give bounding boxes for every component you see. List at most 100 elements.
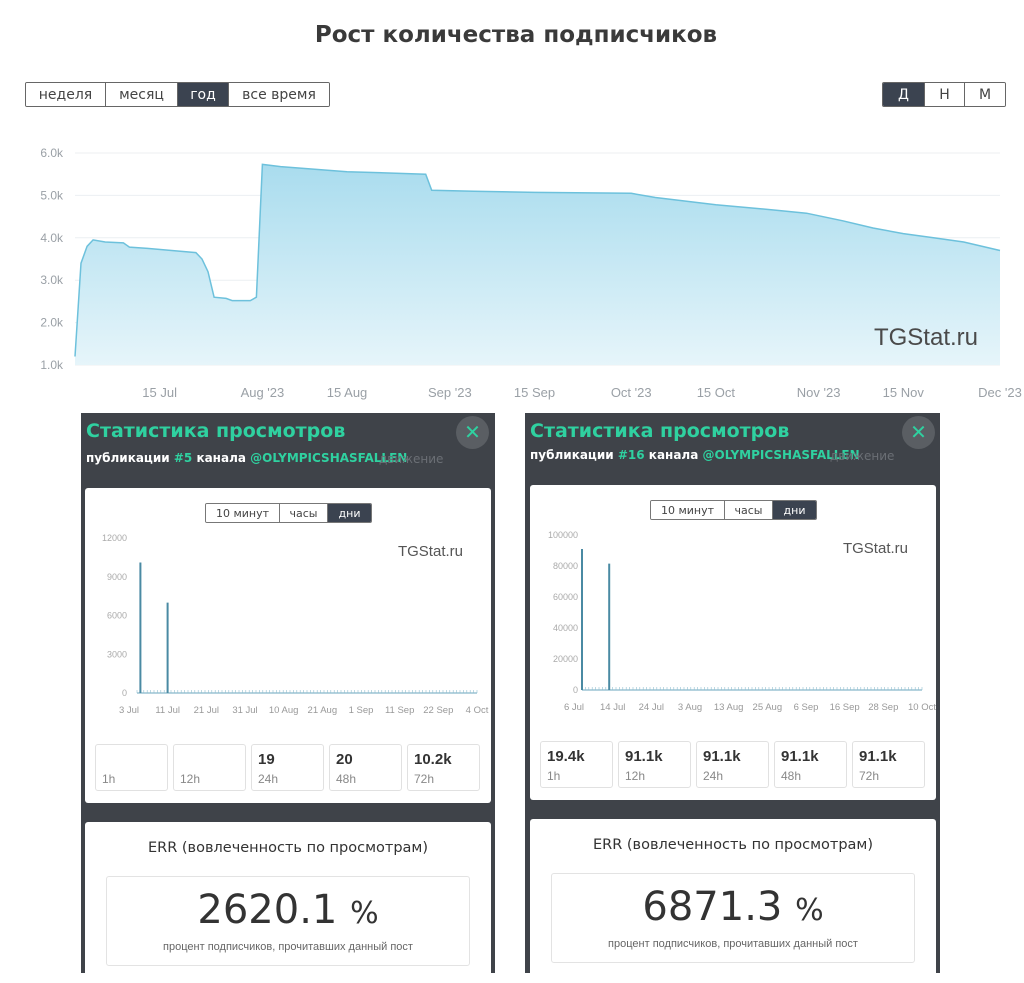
views-stats-panel-right: Статистика просмотров публикации #16 кан… xyxy=(525,413,940,973)
y-tick-label: 3.0k xyxy=(40,273,64,287)
x-tick-label: 11 Jul xyxy=(155,705,180,716)
err-title: ERR (вовлеченность по просмотрам) xyxy=(147,840,429,856)
granularity-week-button[interactable]: Н xyxy=(925,83,965,106)
x-tick-label: 25 Aug xyxy=(753,702,783,713)
x-tick-label: 15 Oct xyxy=(697,385,736,400)
x-tick-label: 31 Jul xyxy=(232,705,257,716)
y-tick-label: 9000 xyxy=(107,572,127,582)
views-cell-24h: 19 24h xyxy=(251,744,324,791)
x-tick-label: Sep '23 xyxy=(428,385,472,400)
cell-label: 72h xyxy=(414,772,435,786)
panel-title: Статистика просмотров xyxy=(530,420,790,442)
granularity-day-button[interactable]: Д xyxy=(883,83,925,106)
period-month-button[interactable]: месяц xyxy=(106,83,178,106)
x-tick-label: 6 Sep xyxy=(794,702,819,713)
err-title: ERR (вовлеченность по просмотрам) xyxy=(592,837,874,853)
tab-hours[interactable]: часы xyxy=(725,501,773,519)
close-icon: ✕ xyxy=(464,422,481,444)
views-cell-1h: 1h xyxy=(95,744,168,791)
err-value-line: 6871.3 % xyxy=(552,884,914,930)
y-tick-label: 3000 xyxy=(107,649,127,659)
err-box: 2620.1 % процент подписчиков, прочитавши… xyxy=(106,876,470,966)
x-tick-label: 1 Sep xyxy=(349,705,374,716)
views-cell-1h: 19.4k 1h xyxy=(540,741,613,788)
cell-label: 48h xyxy=(336,772,357,786)
err-card: ERR (вовлеченность по просмотрам) 2620.1… xyxy=(85,822,491,973)
y-tick-label: 5.0k xyxy=(40,188,64,202)
post-number[interactable]: #5 xyxy=(173,451,193,465)
err-card: ERR (вовлеченность по просмотрам) 6871.3… xyxy=(530,819,936,973)
subscriber-growth-chart: 6.0k 5.0k 4.0k 3.0k 2.0k 1.0k 15 Jul Aug '23 15 … xyxy=(40,146,1022,400)
y-tick-label: 20000 xyxy=(553,654,578,664)
cell-value: 91.1k xyxy=(625,748,663,765)
views-cell-12h: 12h xyxy=(173,744,246,791)
x-tick-label: 11 Sep xyxy=(385,705,414,716)
err-unit: % xyxy=(795,893,824,928)
x-tick-label: 15 Nov xyxy=(883,385,925,400)
channel-link[interactable]: @OLYMPICSHASFALLEN xyxy=(702,448,860,462)
x-tick-label: 24 Jul xyxy=(639,702,664,713)
page-title: Рост количества подписчиков xyxy=(314,22,718,48)
watermark: TGStat.ru xyxy=(398,543,463,560)
period-week-button[interactable]: неделя xyxy=(26,83,106,106)
subscriber-line xyxy=(74,163,1001,357)
channel-link[interactable]: @OLYMPICSHASFALLEN xyxy=(250,451,408,465)
panel-subtitle: публикации #16 канала @OLYMPICSHASFALLEN xyxy=(530,448,860,462)
y-tick-label: 6.0k xyxy=(40,146,64,160)
views-cell-12h: 91.1k 12h xyxy=(618,741,691,788)
views-summary: 19.4k 1h 91.1k 12h 91.1k 24h 91.1k 48h 91.1k… xyxy=(540,741,925,788)
x-tick-label: 15 Sep xyxy=(514,385,555,400)
x-tick-label: Dec '23 xyxy=(978,385,1022,400)
post-number[interactable]: #16 xyxy=(617,448,645,462)
x-tick-label: 15 Jul xyxy=(142,385,177,400)
cell-value: 20 xyxy=(336,751,353,768)
y-tick-label: 0 xyxy=(122,688,127,698)
x-tick-label: 22 Sep xyxy=(423,705,453,716)
err-note: процент подписчиков, прочитавших данный … xyxy=(163,941,413,953)
x-tick-label: Oct '23 xyxy=(611,385,652,400)
views-cell-48h: 91.1k 48h xyxy=(774,741,847,788)
period-year-button[interactable]: год xyxy=(178,83,229,106)
tab-hours[interactable]: часы xyxy=(280,504,328,522)
tab-10-minutes[interactable]: 10 минут xyxy=(651,501,725,519)
views-cell-72h: 91.1k 72h xyxy=(852,741,925,788)
cell-label: 48h xyxy=(781,769,802,783)
period-all-time-button[interactable]: все время xyxy=(229,83,329,106)
close-button[interactable]: ✕ xyxy=(902,416,935,449)
cell-value: 91.1k xyxy=(703,748,741,765)
close-button[interactable]: ✕ xyxy=(456,416,489,449)
err-note: процент подписчиков, прочитавших данный … xyxy=(608,938,858,950)
views-summary: 1h 12h 19 24h 20 48h 10.2k 72h xyxy=(95,744,480,791)
cell-label: 12h xyxy=(180,772,201,786)
views-granularity-tabs: 10 минут часы дни xyxy=(205,503,372,523)
cell-label: 1h xyxy=(102,772,116,786)
x-tick-label: 28 Sep xyxy=(868,702,898,713)
subtitle-channel-word: канала xyxy=(196,451,246,465)
tab-10-minutes[interactable]: 10 минут xyxy=(206,504,280,522)
period-selector: неделя месяц год все время xyxy=(25,82,330,107)
x-tick-label: 16 Sep xyxy=(830,702,860,713)
watermark: TGStat.ru xyxy=(843,540,908,557)
x-tick-label: 13 Aug xyxy=(714,702,744,713)
x-tick-label: 3 Aug xyxy=(678,702,702,713)
y-tick-label: 1.0k xyxy=(40,358,64,372)
panel-subtitle: публикации #5 канала @OLYMPICSHASFALLEN xyxy=(86,451,407,465)
err-value: 2620.1 xyxy=(197,887,338,933)
y-tick-label: 100000 xyxy=(548,530,578,540)
tab-days[interactable]: дни xyxy=(328,504,371,522)
cell-value: 91.1k xyxy=(781,748,819,765)
x-tick-label: 4 Oct xyxy=(466,705,489,716)
granularity-month-button[interactable]: М xyxy=(965,83,1005,106)
tab-days[interactable]: дни xyxy=(773,501,816,519)
views-cell-72h: 10.2k 72h xyxy=(407,744,480,791)
y-tick-label: 80000 xyxy=(553,561,578,571)
cell-value: 91.1k xyxy=(859,748,897,765)
views-card: 10 минут часы дни 100000 80000 60000 40000 2… xyxy=(530,485,936,800)
x-tick-label: 10 Oct xyxy=(908,702,936,713)
subtitle-prefix: публикации xyxy=(530,448,614,462)
err-value-line: 2620.1 % xyxy=(107,887,469,933)
cell-value: 19 xyxy=(258,751,275,768)
granularity-selector: Д Н М xyxy=(882,82,1006,107)
views-chart: 12000 9000 6000 3000 0 3 Jul 11 Jul 21 Jul 31 Ju… xyxy=(102,533,489,716)
x-tick-label: 3 Jul xyxy=(119,705,139,716)
